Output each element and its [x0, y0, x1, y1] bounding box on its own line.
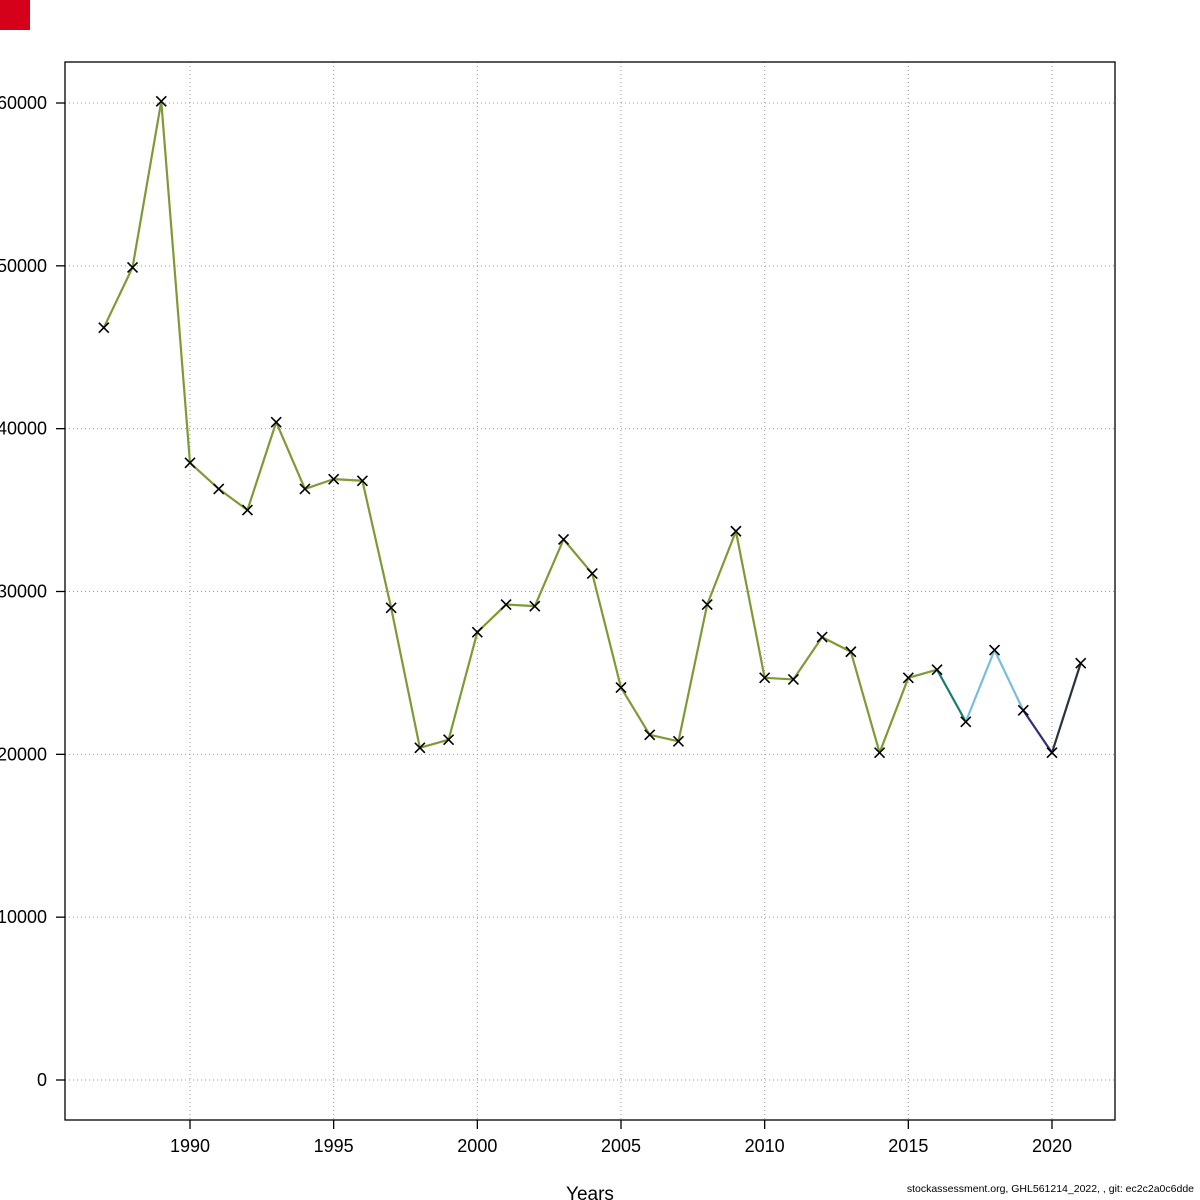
svg-text:60000: 60000: [0, 93, 47, 113]
red-corner-marker: [0, 0, 30, 30]
svg-text:2000: 2000: [457, 1136, 497, 1156]
svg-text:1990: 1990: [170, 1136, 210, 1156]
svg-text:50000: 50000: [0, 256, 47, 276]
svg-text:2005: 2005: [601, 1136, 641, 1156]
svg-text:2015: 2015: [888, 1136, 928, 1156]
svg-text:40000: 40000: [0, 419, 47, 439]
svg-text:2020: 2020: [1032, 1136, 1072, 1156]
svg-text:1995: 1995: [314, 1136, 354, 1156]
svg-text:30000: 30000: [0, 582, 47, 602]
svg-text:2010: 2010: [745, 1136, 785, 1156]
svg-text:20000: 20000: [0, 744, 47, 764]
svg-text:0: 0: [37, 1070, 47, 1090]
footer-text: stockassessment.org, GHL561214_2022, , g…: [906, 1183, 1194, 1195]
svg-text:10000: 10000: [0, 907, 47, 927]
x-axis-title: Years: [566, 1184, 614, 1200]
